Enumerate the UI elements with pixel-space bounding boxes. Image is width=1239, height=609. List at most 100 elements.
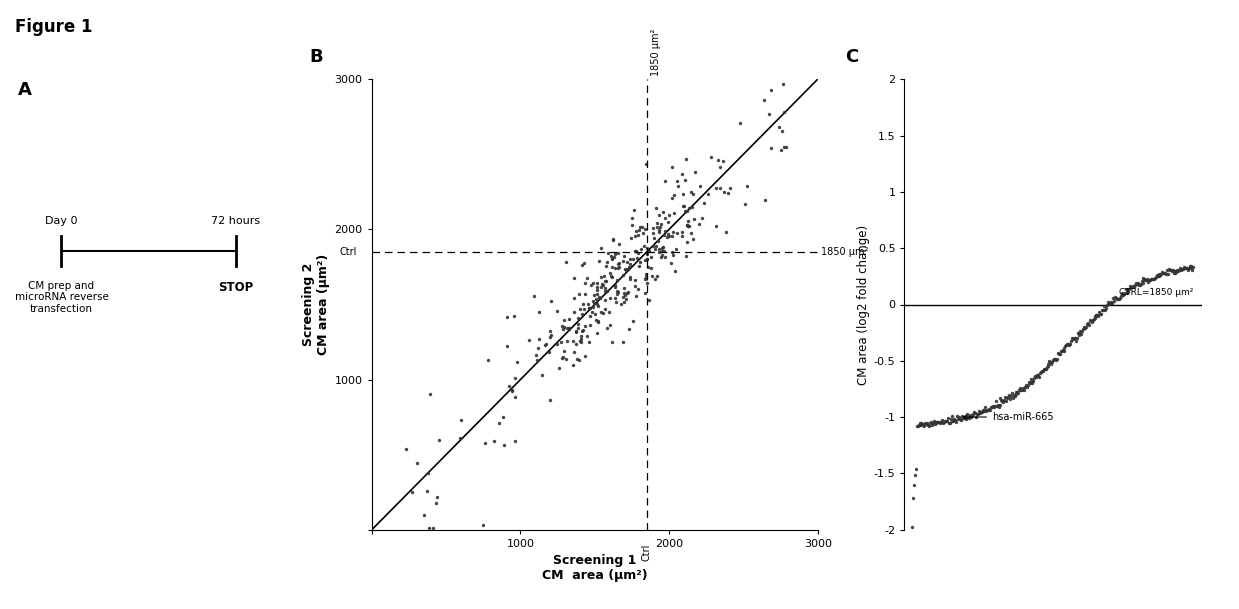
- Point: [649, 210, 669, 220]
- Text: hsa-miR-665: hsa-miR-665: [963, 412, 1053, 422]
- Point: [1015, 382, 1035, 392]
- Point: [1001, 391, 1021, 401]
- Point: [646, 244, 665, 254]
- Point: [676, 251, 696, 261]
- Point: [553, 322, 572, 331]
- Point: [582, 307, 602, 317]
- Point: [1002, 389, 1022, 398]
- Point: [1170, 266, 1189, 275]
- Point: [610, 258, 629, 268]
- Point: [976, 406, 996, 416]
- Point: [551, 337, 571, 347]
- Point: [581, 280, 601, 290]
- Point: [1158, 264, 1178, 274]
- Point: [1111, 288, 1131, 298]
- Point: [548, 306, 567, 315]
- Point: [1012, 385, 1032, 395]
- Point: [1140, 275, 1160, 284]
- Point: [963, 411, 983, 421]
- Point: [584, 296, 603, 306]
- Point: [416, 486, 436, 496]
- Point: [639, 295, 659, 305]
- Point: [1061, 339, 1080, 348]
- Point: [662, 258, 681, 268]
- Point: [638, 244, 658, 253]
- Point: [684, 214, 704, 224]
- Point: [1124, 281, 1144, 291]
- Point: [1088, 311, 1108, 320]
- Point: [426, 498, 446, 508]
- Point: [1083, 315, 1103, 325]
- Point: [574, 325, 593, 335]
- Point: [618, 287, 638, 297]
- Point: [647, 241, 667, 250]
- Point: [601, 251, 621, 261]
- Point: [950, 414, 970, 424]
- Point: [971, 407, 991, 417]
- Point: [1106, 293, 1126, 303]
- Text: CTRL=1850 μm²: CTRL=1850 μm²: [1119, 287, 1193, 297]
- Point: [590, 294, 610, 303]
- Point: [566, 326, 586, 336]
- Point: [1057, 340, 1077, 350]
- Point: [1041, 357, 1061, 367]
- Point: [586, 315, 606, 325]
- Point: [564, 336, 584, 346]
- Point: [602, 235, 622, 245]
- Point: [1048, 348, 1068, 358]
- Point: [580, 311, 600, 321]
- Point: [1087, 310, 1106, 320]
- Point: [1104, 296, 1124, 306]
- Point: [624, 281, 644, 290]
- Point: [1155, 269, 1175, 278]
- Point: [1100, 297, 1120, 307]
- Point: [771, 145, 790, 155]
- Point: [1147, 270, 1167, 280]
- Point: [921, 418, 940, 428]
- Point: [596, 276, 616, 286]
- Point: [1011, 385, 1031, 395]
- Point: [556, 323, 576, 333]
- Point: [1113, 290, 1132, 300]
- Point: [715, 188, 735, 197]
- Point: [961, 412, 981, 421]
- Point: [1181, 262, 1201, 272]
- Point: [1147, 270, 1167, 280]
- Point: [575, 351, 595, 361]
- Point: [1111, 291, 1131, 301]
- Point: [553, 324, 572, 334]
- Point: [597, 286, 617, 295]
- Point: [665, 244, 685, 254]
- Point: [990, 393, 1010, 403]
- Point: [1167, 266, 1187, 275]
- Point: [643, 241, 663, 250]
- Point: [985, 401, 1005, 410]
- Point: [1092, 306, 1111, 315]
- Point: [1006, 389, 1026, 399]
- Point: [593, 308, 613, 318]
- Point: [613, 283, 633, 293]
- Point: [1166, 266, 1186, 276]
- Point: [959, 412, 979, 421]
- Point: [1054, 343, 1074, 353]
- Point: [1115, 284, 1135, 294]
- Point: [1038, 359, 1058, 369]
- Point: [624, 275, 644, 284]
- Point: [935, 416, 955, 426]
- Point: [571, 337, 591, 347]
- Point: [903, 493, 923, 503]
- Point: [554, 315, 574, 325]
- Point: [1171, 266, 1191, 275]
- Point: [597, 257, 617, 267]
- Point: [1053, 345, 1073, 355]
- Point: [928, 417, 948, 426]
- Point: [986, 401, 1006, 411]
- Point: [659, 210, 679, 220]
- Point: [652, 252, 672, 262]
- Point: [1177, 263, 1197, 273]
- Point: [613, 292, 633, 301]
- Point: [923, 418, 943, 428]
- Point: [1097, 303, 1116, 313]
- Point: [586, 294, 606, 304]
- Point: [504, 373, 524, 382]
